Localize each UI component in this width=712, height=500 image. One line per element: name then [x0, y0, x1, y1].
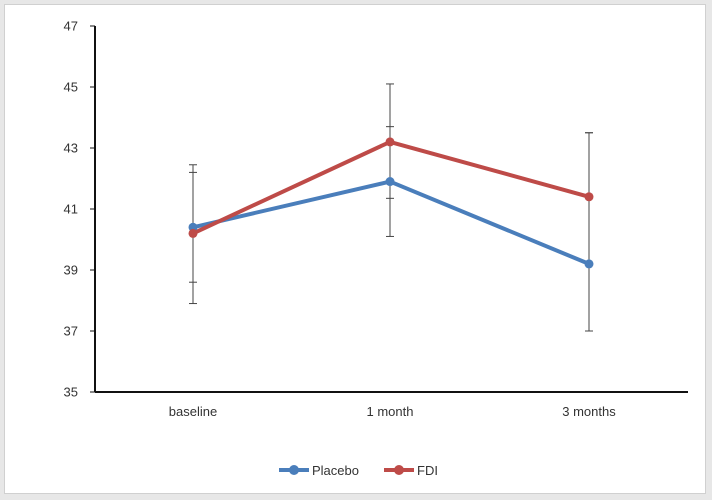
y-tick-label: 39	[64, 263, 78, 278]
data-point-placebo	[584, 259, 594, 269]
legend-label: Placebo	[312, 463, 359, 478]
legend-label: FDI	[417, 463, 438, 478]
y-tick-label: 41	[64, 202, 78, 217]
y-tick-label: 35	[64, 385, 78, 400]
data-points	[188, 137, 594, 269]
x-tick-label: 1 month	[367, 404, 414, 419]
data-point-fdi	[584, 192, 594, 202]
y-tick-label: 43	[64, 141, 78, 156]
y-tick-label: 47	[64, 19, 78, 34]
data-point-fdi	[188, 228, 198, 238]
legend-point-marker	[394, 465, 404, 475]
x-tick-label: 3 months	[562, 404, 616, 419]
data-point-fdi	[385, 137, 395, 147]
legend-point-marker	[289, 465, 299, 475]
series-line-placebo	[191, 179, 591, 266]
y-tick-label: 37	[64, 324, 78, 339]
series-lines	[191, 139, 591, 266]
data-point-placebo	[385, 177, 395, 187]
series-line-fdi	[191, 139, 591, 236]
legend: Placebo FDI	[279, 463, 438, 478]
x-tick-label: baseline	[169, 404, 217, 419]
axes: 35 37 39 41 43 45 47 baseline 1 month 3 months	[64, 19, 688, 419]
y-tick-label: 45	[64, 80, 78, 95]
